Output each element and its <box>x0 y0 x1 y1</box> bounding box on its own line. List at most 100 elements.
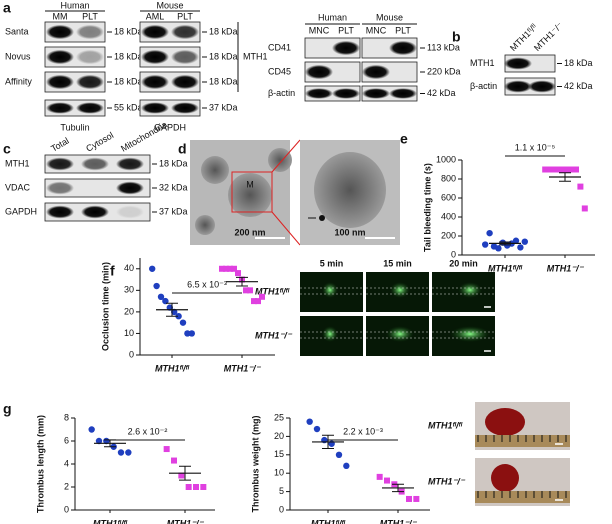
y-axis-label: Occlusion time (min) <box>100 262 110 351</box>
point <box>175 313 182 320</box>
y-tick-label: 400 <box>441 211 456 221</box>
y-tick-label: 8 <box>64 412 69 422</box>
thrombus <box>485 408 525 436</box>
y-axis-label: Thrombus length (mm) <box>35 415 45 513</box>
lane-label: MTH1⁻/⁻ <box>532 20 565 53</box>
point <box>577 183 584 190</box>
blot-band <box>504 57 532 70</box>
blot-band <box>141 74 169 90</box>
em-organelle <box>228 173 272 217</box>
panel-letter: c <box>3 141 11 157</box>
time-label: 5 min <box>320 258 344 268</box>
ruler <box>475 435 570 447</box>
group-label: Mouse <box>156 0 183 10</box>
point <box>200 484 207 490</box>
p-value: 2.2 x 10⁻³ <box>343 426 383 436</box>
group-label: Human <box>318 12 347 22</box>
blot-band <box>362 64 390 80</box>
loading-label: Tubulin <box>60 122 89 132</box>
row-label: MTH1 <box>470 58 495 68</box>
point <box>406 495 412 502</box>
panel-letter: a <box>3 0 11 16</box>
time-label: 20 min <box>449 258 478 268</box>
em-granule <box>319 215 325 221</box>
row-label: Affinity <box>5 76 32 86</box>
blot-band <box>46 181 74 195</box>
point <box>482 241 489 248</box>
point <box>555 166 562 173</box>
point <box>179 319 187 326</box>
size-label: 18 kDa <box>114 51 143 61</box>
x-tick-label: MTH1ᶠˡ/ᶠˡ <box>155 363 190 373</box>
blot-band <box>46 74 74 90</box>
point <box>227 265 233 272</box>
point <box>231 265 237 272</box>
point <box>162 297 169 305</box>
y-tick-label: 200 <box>441 230 456 240</box>
lane-label: PLT <box>82 11 98 21</box>
point <box>521 238 528 245</box>
point <box>153 282 160 290</box>
fluorescence <box>386 326 414 342</box>
point <box>495 245 502 252</box>
y-axis-label: Tail bleeding time (s) <box>422 163 432 252</box>
fluorescence <box>450 326 490 342</box>
blot-band <box>81 157 109 171</box>
point <box>413 495 420 502</box>
size-label: 18 kDa <box>114 26 143 36</box>
blot-band <box>389 88 417 99</box>
point <box>512 237 520 244</box>
row-label: MTH1⁻/⁻ <box>255 330 293 340</box>
row-label: Novus <box>5 51 31 61</box>
size-label: 220 kDa <box>427 66 461 76</box>
y-tick-label: 800 <box>441 173 456 183</box>
size-label: 113 kDa <box>427 42 460 52</box>
point <box>251 298 257 305</box>
ruler <box>475 491 570 503</box>
y-tick-label: 20 <box>124 306 134 316</box>
row-label: GAPDH <box>5 206 37 216</box>
x-tick-label: MTH1ᶠˡ/ᶠˡ <box>93 518 128 524</box>
point <box>223 265 229 272</box>
em-organelle <box>195 215 215 235</box>
point <box>157 293 165 300</box>
lane-label: AML <box>146 11 165 21</box>
y-tick-label: 40 <box>124 263 134 273</box>
point <box>376 473 383 480</box>
point <box>235 270 241 277</box>
size-label: 37 kDa <box>209 102 238 112</box>
point <box>219 265 225 272</box>
blot-band <box>116 157 144 171</box>
sem-bar <box>559 172 571 182</box>
lane-label: PLT <box>177 11 193 21</box>
lane-label: Cytosol <box>84 130 115 154</box>
blot-band <box>81 205 109 219</box>
row-label: CD45 <box>268 66 291 76</box>
x-tick-label: MTH1⁻/⁻ <box>547 263 585 273</box>
point <box>581 205 588 212</box>
row-label: MTH1⁻/⁻ <box>428 476 466 486</box>
point <box>343 462 350 470</box>
x-tick-label: MTH1⁻/⁻ <box>380 518 418 524</box>
point <box>568 166 575 173</box>
y-tick-label: 2 <box>64 481 69 491</box>
lane-label: Total <box>49 136 70 154</box>
sem-bar <box>236 276 248 287</box>
row-label: MTH1 <box>5 158 30 168</box>
lane-label: PLT <box>338 25 354 35</box>
sem-bar <box>166 302 178 317</box>
y-tick-label: 30 <box>124 285 134 295</box>
group-label: Mouse <box>376 12 403 22</box>
blot-band <box>332 88 360 99</box>
blot-band <box>389 40 417 56</box>
row-label: β-actin <box>470 81 497 91</box>
point <box>384 477 390 484</box>
row-label: MTH1ᶠˡ/ᶠˡ <box>428 420 463 430</box>
blot-band <box>171 74 199 90</box>
y-tick-label: 0 <box>451 249 456 259</box>
blot-band <box>46 157 74 171</box>
y-tick-label: 0 <box>129 349 134 359</box>
point <box>335 451 343 458</box>
sem-bar <box>179 465 191 481</box>
